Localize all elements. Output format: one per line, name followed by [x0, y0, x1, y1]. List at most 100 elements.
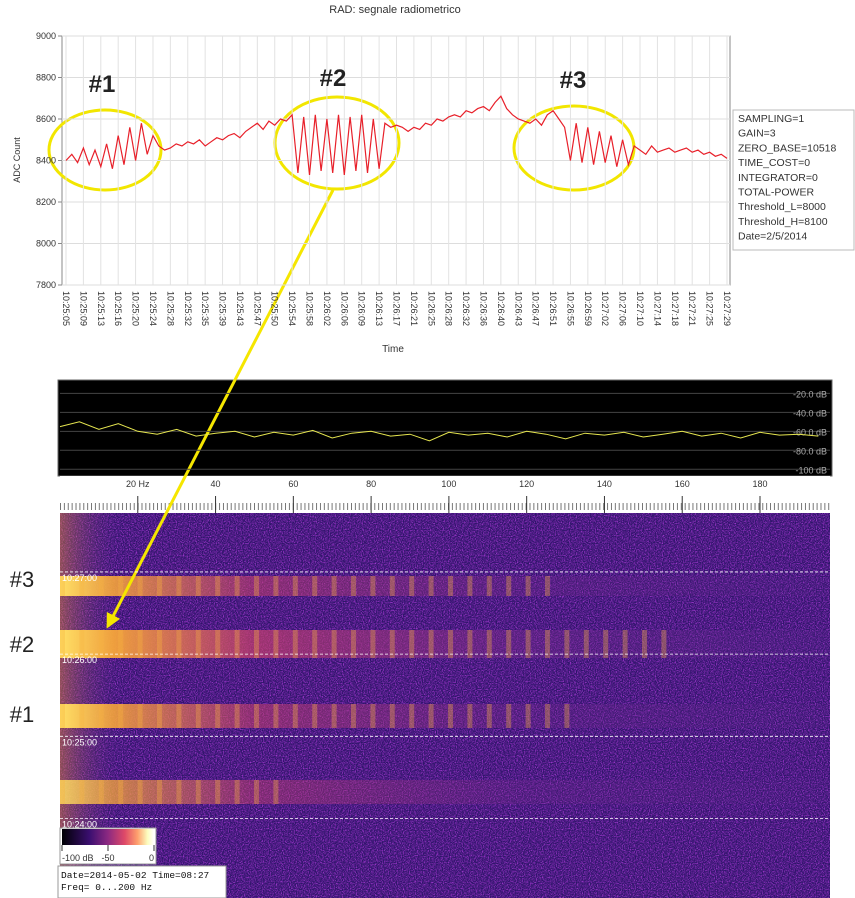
frequency-ruler: [60, 503, 830, 513]
y-tick-label: 7800: [36, 280, 56, 290]
annotation: #2: [10, 632, 34, 657]
info-line: SAMPLING=1: [738, 113, 804, 125]
highlight-ellipse: [47, 108, 163, 192]
x-tick-label: 10:25:43: [235, 291, 245, 326]
y-tick-label: 8800: [36, 73, 56, 83]
x-tick-label: 10:25:35: [200, 291, 210, 326]
x-tick-label: 10:25:32: [183, 291, 193, 326]
x-tick-label: 10:25:47: [252, 291, 262, 326]
x-tick-label: 10:26:09: [357, 291, 367, 326]
y-tick-label: -20.0 dB: [793, 389, 827, 399]
x-tick-label: 10:26:40: [496, 291, 506, 326]
x-tick-label: 80: [366, 479, 376, 489]
x-tick-label: 10:27:06: [618, 291, 628, 326]
x-tick-label: 10:27:21: [687, 291, 697, 326]
x-tick-label: 10:26:17: [392, 291, 402, 326]
x-tick-label: 10:25:50: [270, 291, 280, 326]
x-tick-label: 180: [752, 479, 767, 489]
y-axis-label: ADC Count: [12, 137, 22, 183]
chart-title: RAD: segnale radiometrico: [329, 4, 460, 16]
x-tick-label: 10:27:02: [600, 291, 610, 326]
band-stripes: [60, 704, 580, 728]
x-tick-label: 10:26:25: [426, 291, 436, 326]
time-label: 10:27:00: [62, 573, 97, 583]
pointer-arrow: [106, 189, 335, 629]
time-label: 10:24:00: [62, 820, 97, 830]
x-tick-label: 10:26:47: [531, 291, 541, 326]
info-line: Threshold_L=8000: [738, 201, 826, 213]
signal-line: [59, 421, 819, 442]
x-tick-label: 10:26:36: [478, 291, 488, 326]
info-line: Date=2014-05-02 Time=08:27: [61, 870, 209, 881]
x-tick-label: 10:27:10: [635, 291, 645, 326]
x-tick-label: 10:27:14: [652, 291, 662, 326]
x-tick-label: 10:26:59: [583, 291, 593, 326]
time-label: 10:26:00: [62, 655, 97, 665]
x-tick-label: 10:25:05: [61, 291, 71, 326]
info-line: TOTAL-POWER: [738, 187, 814, 199]
x-tick-label: 10:26:21: [409, 291, 419, 326]
info-line: Threshold_H=8100: [738, 216, 828, 228]
y-tick-label: 8200: [36, 197, 56, 207]
y-tick-label: 9000: [36, 31, 56, 41]
info-line: TIME_COST=0: [738, 157, 810, 169]
x-tick-label: 10:25:24: [148, 291, 158, 326]
x-tick-label: 160: [675, 479, 690, 489]
band-stripes: [60, 576, 560, 596]
info-line: ZERO_BASE=10518: [738, 142, 837, 154]
annotation: #3: [10, 567, 34, 592]
x-tick-label: 10:25:54: [287, 291, 297, 326]
time-label: 10:25:00: [62, 737, 97, 747]
x-tick-label: 10:26:55: [565, 291, 575, 326]
x-tick-label: 20 Hz: [126, 479, 150, 489]
info-line: INTEGRATOR=0: [738, 172, 818, 184]
x-tick-label: 10:26:32: [461, 291, 471, 326]
info-line: GAIN=3: [738, 128, 776, 140]
colorbar-label: 0: [149, 853, 154, 863]
y-tick-label: 8000: [36, 239, 56, 249]
x-tick-label: 10:26:51: [548, 291, 558, 326]
colorbar: [62, 829, 154, 845]
x-tick-label: 10:25:39: [218, 291, 228, 326]
annotation: #2: [320, 65, 347, 92]
x-tick-label: 10:25:28: [165, 291, 175, 326]
y-tick-label: -100 dB: [795, 465, 827, 475]
colorbar-label: -50: [101, 853, 114, 863]
x-tick-label: 120: [519, 479, 534, 489]
y-tick-label: -60.0 dB: [793, 427, 827, 437]
x-tick-label: 100: [441, 479, 456, 489]
signal-line: [65, 95, 728, 176]
x-axis-label: Time: [382, 344, 404, 355]
y-tick-label: 8600: [36, 114, 56, 124]
x-tick-label: 40: [211, 479, 221, 489]
x-tick-label: 10:25:16: [113, 291, 123, 326]
x-tick-label: 10:26:28: [444, 291, 454, 326]
spectrogram-info-box: [57, 865, 227, 898]
spectrum-panel: [57, 379, 833, 477]
y-tick-label: -80.0 dB: [793, 446, 827, 456]
x-tick-label: 10:26:02: [322, 291, 332, 326]
x-tick-label: 10:26:43: [513, 291, 523, 326]
band-stripes: [60, 630, 680, 658]
x-tick-label: 60: [288, 479, 298, 489]
activity-bands: [60, 576, 830, 804]
band-stripes: [60, 780, 280, 804]
info-line: Freq= 0...200 Hz: [61, 882, 152, 893]
annotation: #1: [10, 702, 34, 727]
y-tick-label: -40.0 dB: [793, 408, 827, 418]
info-line: Date=2/5/2014: [738, 231, 807, 243]
info-box: [732, 109, 855, 251]
x-tick-label: 10:25:58: [305, 291, 315, 326]
x-tick-label: 10:25:13: [96, 291, 106, 326]
x-tick-label: 10:25:20: [131, 291, 141, 326]
x-tick-label: 10:27:29: [722, 291, 732, 326]
annotation: #1: [89, 71, 116, 98]
x-tick-label: 140: [597, 479, 612, 489]
x-tick-label: 10:26:06: [339, 291, 349, 326]
x-tick-label: 10:25:09: [78, 291, 88, 326]
x-tick-label: 10:26:13: [374, 291, 384, 326]
x-tick-label: 10:27:25: [705, 291, 715, 326]
